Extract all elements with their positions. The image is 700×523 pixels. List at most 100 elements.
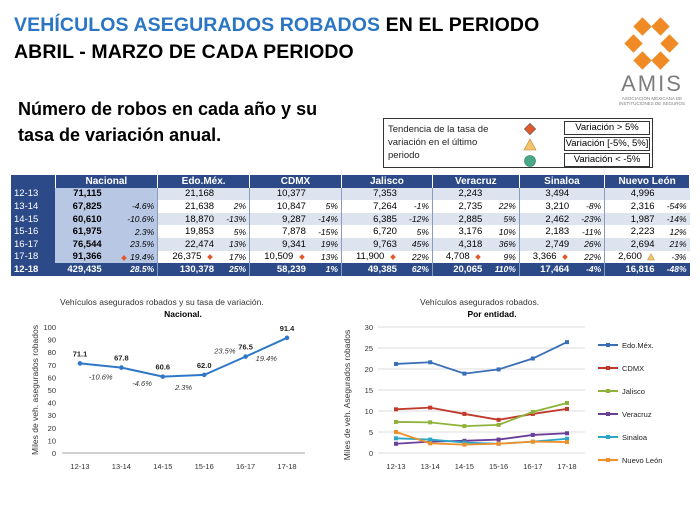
row-label: 13-14 xyxy=(11,200,55,213)
chart2-ylabel: Miles de veh. Asegurados robados xyxy=(342,330,352,460)
trend-legend: Tendencia de la tasa de variación en el … xyxy=(383,118,653,168)
series-point xyxy=(462,440,467,445)
state-chart: Vehículos asegurados robados. Por entida… xyxy=(342,297,662,471)
amis-wordmark: AMIS xyxy=(621,71,683,96)
amis-subtitle: ASOCIACIÓN MEXICANA DE INSTITUCIONES DE … xyxy=(612,96,692,106)
variation-cell: 36% xyxy=(485,237,520,251)
value-cell: 2,462 xyxy=(518,212,573,226)
variation-cell: -15% xyxy=(308,225,342,238)
series-point xyxy=(394,430,398,434)
x-tick-label: 13-14 xyxy=(421,462,440,471)
variation-cell: -14% xyxy=(308,212,342,226)
chart1-plot: 0 10 20 30 40 50 60 70 80 90 100 12-13 13-14 14-15 15-… xyxy=(43,323,305,471)
series-point xyxy=(496,437,501,442)
variation-cell: 13% xyxy=(308,250,342,264)
value-cell: 7,264 xyxy=(340,200,400,213)
y-tick-label: 70 xyxy=(48,361,56,370)
variation-cell: 1% xyxy=(308,263,342,276)
x-tick-label: 16-17 xyxy=(523,462,542,471)
value-cell: 4,996 xyxy=(604,187,658,201)
series-line xyxy=(395,341,568,375)
legend-marker xyxy=(606,389,610,393)
value-cell: 61,975 xyxy=(55,225,105,238)
table-header-row: Nacional Edo.Méx. CDMX Jalisco Veracruz … xyxy=(11,175,690,188)
diamond-icon xyxy=(523,122,537,136)
x-tick-label: 13-14 xyxy=(112,462,131,471)
diamond-shape xyxy=(207,254,213,260)
row-label: 14-15 xyxy=(11,212,55,226)
diamond-shape xyxy=(120,254,127,261)
variation-cell xyxy=(485,187,520,201)
value-cell: 6,720 xyxy=(340,225,400,238)
title-highlight: VEHÍCULOS ASEGURADOS ROBADOS xyxy=(14,14,381,36)
chart2-heading: Vehículos asegurados robados. xyxy=(420,297,539,307)
legend-label: Nuevo León xyxy=(622,456,662,465)
y-tick-label: 80 xyxy=(48,348,56,357)
legend-label-flat: Variación [-5%, 5%] xyxy=(564,137,650,151)
variation-cell: -54% xyxy=(657,200,690,213)
value-cell: 4,318 xyxy=(431,237,486,251)
variation-cell: -4% xyxy=(572,263,605,276)
value-cell: 60,610 xyxy=(55,212,105,226)
amis-sub-2: INSTITUCIONES DE SEGUROS xyxy=(618,101,685,106)
amis-sub-1: ASOCIACIÓN MEXICANA DE xyxy=(621,96,683,101)
y-tick-label: 60 xyxy=(48,373,56,382)
circle-icon xyxy=(524,155,536,167)
y-tick-label: 90 xyxy=(48,336,56,345)
diamond-icon xyxy=(207,254,213,260)
diamond-icon xyxy=(562,254,569,260)
variation-label: -4.6% xyxy=(132,379,152,388)
y-tick-label: 15 xyxy=(365,386,373,395)
variation-cell: 21% xyxy=(657,237,690,251)
triangle-icon xyxy=(646,252,655,261)
variation-cell: 12% xyxy=(657,225,690,238)
value-cell: 21,638 xyxy=(157,200,218,213)
amis-logo: AMIS ASOCIACIÓN MEXICANA DE INSTITUCIONE… xyxy=(612,16,692,106)
legend-row-down: Variación < -5% xyxy=(510,152,650,168)
legend-marker xyxy=(606,343,610,347)
value-cell: 6,385 xyxy=(340,212,400,226)
series-point xyxy=(565,401,569,406)
legend-label-down: Variación < -5% xyxy=(564,153,650,167)
variation-cell: -1% xyxy=(399,200,433,213)
variation-cell: -4.6% xyxy=(104,200,158,213)
value-cell: 130,378 xyxy=(157,263,218,276)
series-point xyxy=(565,436,569,441)
series-point xyxy=(462,424,467,429)
legend-marker xyxy=(606,366,610,370)
variation-cell: 23.5% xyxy=(104,237,158,251)
series-point xyxy=(394,441,398,446)
legend-label: Veracruz xyxy=(622,410,652,419)
x-tick-label: 15-16 xyxy=(489,462,508,471)
variation-cell: 19.4% xyxy=(104,250,158,264)
value-cell: 2,183 xyxy=(518,225,573,238)
variation-cell: 5% xyxy=(399,225,433,238)
table-row: 13-14 67,825 -4.6% 21,638 2% 10,847 5% 7,264 -1%… xyxy=(11,200,690,213)
chart1-title: Nacional. xyxy=(164,309,202,319)
diamond-shape xyxy=(562,254,569,260)
value-cell: 21,168 xyxy=(157,187,218,201)
x-tick-label: 15-16 xyxy=(195,462,214,471)
value-cell: 9,763 xyxy=(340,237,400,251)
data-label: 67.8 xyxy=(114,354,129,363)
value-cell: 71,115 xyxy=(55,187,105,201)
legend-label-up: Variación > 5% xyxy=(564,121,650,135)
diamond-icon xyxy=(390,254,396,260)
x-tick-label: 12-13 xyxy=(70,462,89,471)
col-header: Nuevo León xyxy=(604,175,690,188)
series-point xyxy=(530,356,535,361)
series-line xyxy=(395,406,568,421)
value-cell: 10,847 xyxy=(249,200,309,213)
variation-cell: 22% xyxy=(572,250,605,264)
variation-cell: 5% xyxy=(308,200,342,213)
title-rest: EN EL PERIODO xyxy=(380,14,540,36)
series-point xyxy=(530,409,535,414)
variation-cell: 26% xyxy=(572,237,605,251)
y-tick-label: 30 xyxy=(365,323,373,332)
y-tick-label: 40 xyxy=(48,399,56,408)
row-label: 12-13 xyxy=(11,187,55,201)
y-tick-label: 25 xyxy=(365,344,373,353)
data-point xyxy=(201,372,207,378)
variation-cell: 22% xyxy=(399,250,433,264)
series-point xyxy=(428,405,433,410)
